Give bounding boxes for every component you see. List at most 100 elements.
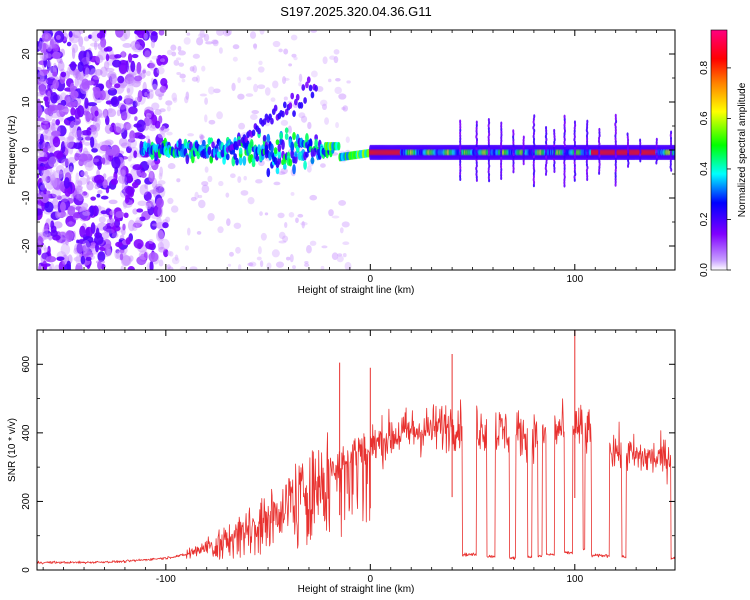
noise-speckle xyxy=(107,88,118,96)
vertical-streak xyxy=(512,129,515,134)
noise-speckle xyxy=(103,60,110,70)
faint-speckle xyxy=(145,112,152,119)
spectrogram-xtick-label: 0 xyxy=(368,274,374,285)
vertical-streak xyxy=(500,156,503,160)
noise-speckle xyxy=(64,141,70,148)
vertical-streak xyxy=(532,125,535,130)
faint-speckle xyxy=(249,31,257,39)
faint-speckle xyxy=(151,223,158,227)
faint-speckle xyxy=(167,163,176,170)
vertical-streak xyxy=(532,154,535,159)
snr-xtick-label: 0 xyxy=(368,574,374,585)
vertical-streak xyxy=(545,126,548,130)
noise-speckle xyxy=(145,240,155,250)
noise-speckle xyxy=(128,106,138,115)
vertical-streak xyxy=(545,146,548,151)
vertical-streak xyxy=(598,133,601,138)
noise-speckle xyxy=(44,141,51,149)
vertical-streak xyxy=(670,142,673,146)
faint-speckle xyxy=(192,65,198,74)
vertical-streak xyxy=(532,117,535,122)
faint-speckle xyxy=(335,77,341,82)
vertical-streak xyxy=(614,128,617,133)
noise-speckle xyxy=(124,94,131,105)
oscillation-trail xyxy=(306,76,311,84)
noise-speckle xyxy=(161,123,169,129)
noise-speckle xyxy=(38,264,42,270)
noise-speckle xyxy=(136,256,147,266)
oscillation-trail xyxy=(308,84,313,92)
faint-speckle xyxy=(238,122,246,130)
noise-speckle xyxy=(39,69,49,76)
noise-speckle xyxy=(104,228,115,234)
noise-speckle xyxy=(122,198,133,208)
noise-speckle xyxy=(155,186,165,194)
noise-speckle xyxy=(85,111,91,123)
noise-speckle xyxy=(110,222,116,234)
vertical-streak xyxy=(586,177,589,182)
vertical-streak xyxy=(475,129,478,133)
vertical-streak xyxy=(598,148,601,152)
faint-speckle xyxy=(147,160,156,167)
vertical-streak xyxy=(639,158,642,163)
noise-speckle xyxy=(119,253,124,261)
vertical-streak xyxy=(545,137,548,142)
noise-speckle xyxy=(75,130,84,141)
noise-speckle xyxy=(75,206,82,211)
vertical-streak xyxy=(573,129,576,133)
vertical-streak xyxy=(586,174,589,179)
faint-speckle xyxy=(324,117,330,125)
vertical-streak xyxy=(598,130,601,135)
noise-speckle xyxy=(49,38,55,49)
noise-speckle xyxy=(74,68,80,77)
noise-speckle xyxy=(137,200,147,207)
noise-speckle xyxy=(42,260,47,270)
vertical-streak xyxy=(545,157,548,162)
vertical-streak xyxy=(459,156,462,161)
noise-speckle xyxy=(98,216,106,224)
noise-speckle xyxy=(85,256,92,262)
disturbed-carrier xyxy=(249,139,254,149)
noise-speckle xyxy=(127,155,132,162)
noise-speckle xyxy=(91,126,97,135)
vertical-streak xyxy=(533,122,536,127)
vertical-streak xyxy=(573,163,576,168)
vertical-streak xyxy=(488,164,491,168)
faint-speckle xyxy=(147,89,153,93)
noise-speckle xyxy=(38,37,43,51)
vertical-streak xyxy=(459,122,462,127)
faint-speckle xyxy=(201,184,210,194)
faint-speckle xyxy=(217,226,224,234)
disturbed-carrier xyxy=(284,127,289,134)
vertical-streak xyxy=(614,156,617,161)
noise-speckle xyxy=(105,100,112,105)
noise-speckle xyxy=(130,167,141,180)
faint-speckle xyxy=(329,55,336,60)
noise-speckle xyxy=(125,194,130,204)
faint-speckle xyxy=(226,218,231,227)
noise-speckle xyxy=(86,181,94,191)
noise-speckle xyxy=(129,130,136,141)
faint-speckle xyxy=(337,253,343,257)
disturbed-carrier xyxy=(310,156,315,165)
faint-speckle xyxy=(232,44,240,50)
vertical-streak xyxy=(614,125,617,130)
noise-speckle xyxy=(125,237,131,245)
noise-speckle xyxy=(151,31,158,36)
faint-speckle xyxy=(278,48,283,53)
vertical-streak xyxy=(669,150,673,155)
faint-speckle xyxy=(248,261,257,267)
noise-speckle xyxy=(67,101,77,108)
faint-speckle xyxy=(177,50,186,56)
faint-speckle xyxy=(204,97,208,105)
faint-speckle xyxy=(283,77,290,81)
oscillation-trail xyxy=(281,110,285,118)
noise-speckle xyxy=(121,127,128,139)
vertical-streak xyxy=(475,157,478,162)
vertical-streak xyxy=(544,163,548,168)
faint-speckle xyxy=(203,33,210,42)
noise-speckle xyxy=(55,119,61,126)
noise-speckle xyxy=(61,158,71,167)
noise-speckle xyxy=(43,247,49,253)
faint-speckle xyxy=(266,262,272,270)
